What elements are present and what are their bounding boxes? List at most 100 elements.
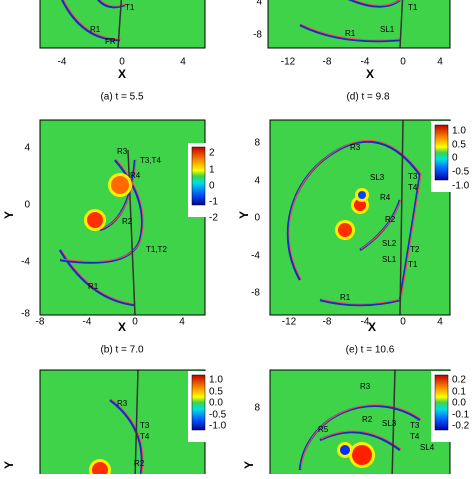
field-bg: [40, 0, 205, 48]
shock: [391, 370, 396, 479]
annotation: SL4: [420, 443, 435, 452]
annotation: R1: [88, 282, 99, 291]
x-tick-label: -4: [58, 57, 67, 68]
field-bg: [270, 120, 450, 315]
wave-light: [360, 198, 402, 250]
y-axis-label: Y: [2, 211, 16, 219]
annotation: SL1: [380, 25, 395, 34]
x-tick-label: 0: [400, 57, 406, 68]
y-tick-label: 8: [254, 138, 260, 149]
colorbar-tick-label: 0: [452, 153, 458, 164]
wave-dark: [319, 430, 401, 452]
caption: (d) t = 9.8: [346, 92, 390, 103]
annotation: T3: [408, 172, 418, 181]
annotation: T4: [140, 432, 150, 441]
frame: [39, 119, 206, 316]
annotation: T4: [408, 183, 418, 192]
shock: [134, 370, 139, 479]
vortex: [338, 223, 352, 237]
shock: [117, 0, 123, 48]
y-tick-label: 4: [256, 0, 262, 8]
annotation: T1: [125, 3, 135, 12]
colorbar: [434, 374, 449, 431]
wave-dark: [286, 140, 422, 301]
y-tick-label: 0: [24, 200, 30, 211]
caption: (a) t = 5.5: [100, 92, 144, 103]
x-tick-label: -4: [361, 57, 370, 68]
x-tick-label: -12: [282, 317, 297, 328]
y-tick-label: -8: [253, 30, 262, 41]
colorbar-tick-label: 0.5: [209, 387, 223, 398]
annotation: T1,T2: [146, 245, 167, 254]
wave-dark: [61, 0, 121, 42]
colorbar-tick-label: 0.0: [452, 398, 466, 409]
colorbar: [191, 374, 206, 431]
y-axis-label: Y: [237, 211, 251, 219]
panel: Y 1.00.50.0-0.5-1.0 R3 T3 T4 R2: [2, 369, 231, 479]
annotation: SL2: [382, 239, 397, 248]
field: [270, 370, 450, 479]
field: [40, 370, 205, 479]
annotation: R2: [385, 215, 396, 224]
colorbar-tick-label: 0.1: [452, 387, 466, 398]
annotation: R2: [122, 217, 133, 226]
vortex: [358, 191, 366, 199]
frame: [267, 0, 451, 49]
panel: -8 -4 0 4 4 0 -4 -8 X Y (b) t = 7.0 2 1 0 -1 -2 R3 T3,T4 R…: [2, 119, 231, 356]
colorbar-tick-label: 2: [209, 148, 215, 159]
colorbar-tick-label: -1.0: [209, 421, 227, 432]
field: [40, 120, 205, 315]
wave-dark: [97, 0, 126, 9]
x-axis-label: X: [368, 320, 376, 334]
y-tick-label: 0: [254, 213, 260, 224]
colorbar-tick-label: -2: [209, 213, 218, 224]
x-tick-label: 4: [437, 57, 443, 68]
x-tick-label: -4: [83, 317, 92, 328]
y-tick-label: -8: [251, 288, 260, 299]
x-axis-label: X: [118, 320, 126, 334]
wave-dark: [319, 298, 401, 307]
panel: -12 -8 -4 0 4 4 -8 X (d) t = 9.8 SL1 T1 R1: [253, 0, 451, 103]
caption: (e) t = 10.6: [346, 345, 395, 356]
annotation: T4: [410, 432, 420, 441]
x-tick-label: 4: [179, 317, 185, 328]
field: [268, 0, 450, 48]
colorbar-tick-label: 1.0: [209, 375, 223, 386]
colorbar: [434, 124, 449, 181]
wave-light: [99, 0, 127, 7]
x-tick-label: 4: [180, 57, 186, 68]
shock: [399, 120, 404, 315]
vortex: [354, 199, 366, 211]
annotation: R3: [360, 382, 371, 391]
vortex: [352, 445, 372, 465]
caption: (b) t = 7.0: [100, 345, 144, 356]
y-axis-label: Y: [242, 461, 256, 469]
colorbar-tick-label: -0.1: [452, 410, 470, 421]
annotation: R2: [134, 459, 145, 468]
frame: [39, 0, 206, 49]
wave-light: [300, 23, 402, 41]
x-tick-label: -8: [323, 317, 332, 328]
annotation: R3: [350, 143, 361, 152]
x-axis-label: X: [118, 67, 126, 81]
annotation: SL1: [382, 255, 397, 264]
y-tick-label: 8: [254, 403, 260, 414]
wave-light: [110, 398, 144, 479]
annotation: T3: [140, 421, 150, 430]
annotation: T3,T4: [140, 156, 161, 165]
annotation: R1: [345, 29, 356, 38]
wave-light: [60, 248, 137, 305]
annotation: R4: [380, 193, 391, 202]
y-tick-label: 4: [254, 176, 260, 187]
y-axis-label: Y: [2, 461, 16, 469]
x-tick-label: -12: [281, 57, 296, 68]
y-tick-label: -4: [251, 251, 260, 262]
annotation: T2: [410, 245, 420, 254]
colorbar-tick-label: 0.5: [452, 140, 466, 151]
x-tick-label: 0: [400, 317, 406, 328]
colorbar-tick-label: -1: [209, 197, 218, 208]
annotation: FR: [105, 37, 116, 46]
colorbar-tick-label: 0: [209, 181, 215, 192]
x-axis-label: X: [366, 67, 374, 81]
